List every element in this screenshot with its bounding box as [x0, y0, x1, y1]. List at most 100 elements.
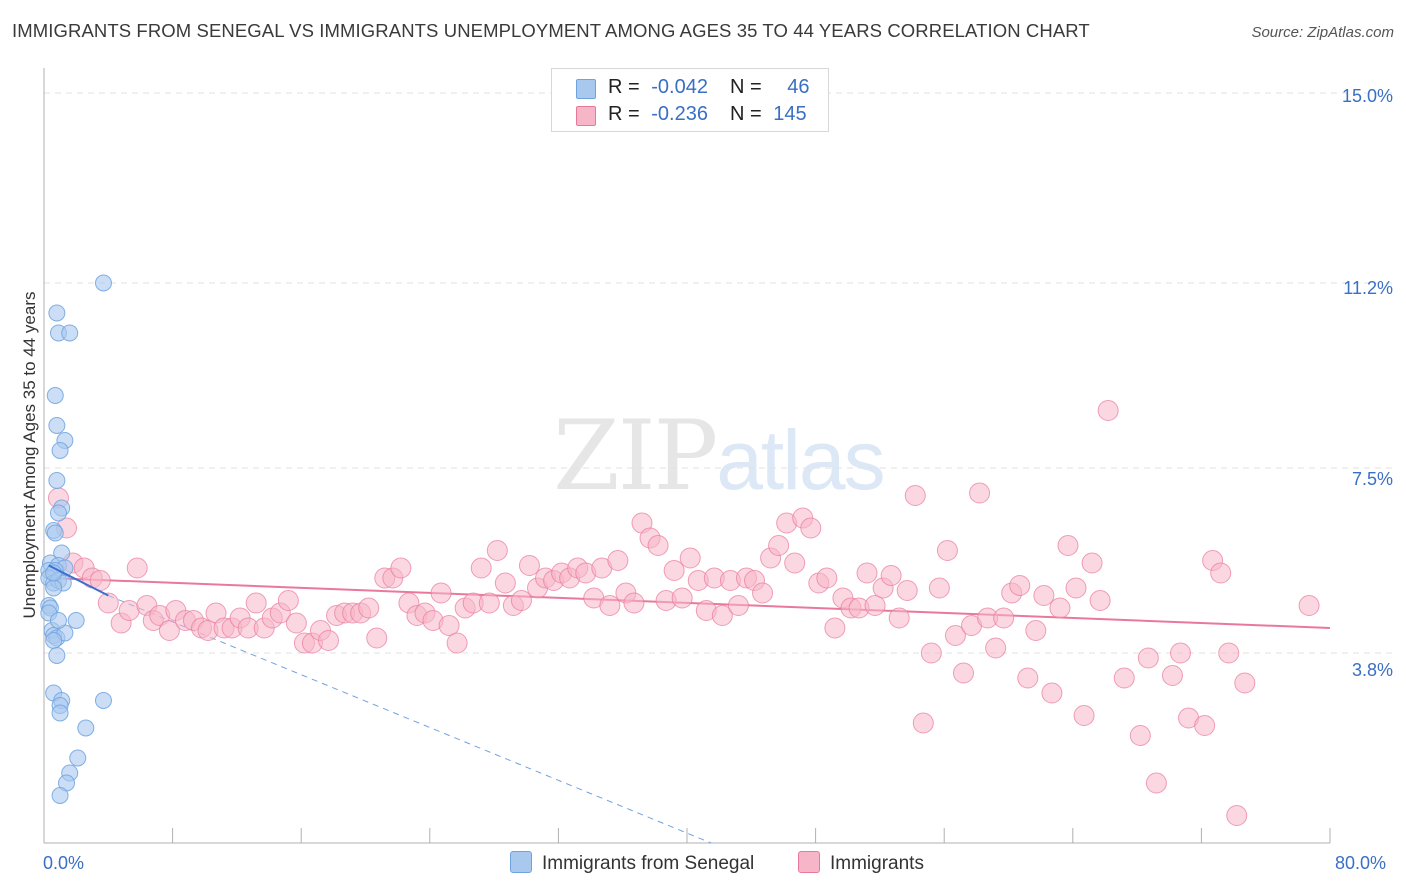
immigrants-point: [880, 565, 902, 586]
immigrants-point: [1234, 672, 1256, 694]
immigrants-point: [671, 587, 693, 609]
senegal-point: [51, 442, 69, 459]
bottom-legend-swatch-senegal: [510, 851, 532, 873]
immigrants-point: [679, 547, 701, 569]
immigrants-point: [1057, 535, 1079, 556]
immigrants-point: [318, 630, 340, 651]
immigrants-point: [1129, 725, 1151, 746]
chart-title: IMMIGRANTS FROM SENEGAL VS IMMIGRANTS UN…: [12, 20, 1090, 41]
immigrants-point: [158, 620, 180, 641]
immigrants-point: [647, 535, 669, 556]
immigrants-point: [663, 560, 685, 581]
senegal-point: [48, 647, 66, 664]
immigrants-point: [1145, 772, 1167, 794]
y-tick-label: 15.0%: [1341, 86, 1393, 106]
correlation-legend: R = -0.042 N = 46 R = -0.236 N = 145: [551, 68, 829, 132]
immigrants-point: [752, 582, 774, 604]
immigrants-point: [896, 580, 918, 601]
immigrants-point: [952, 662, 974, 684]
x-tick-label: 0.0%: [43, 853, 85, 873]
immigrants-point: [1161, 665, 1183, 686]
immigrants-point: [599, 595, 621, 616]
immigrants-point: [1298, 595, 1320, 616]
immigrants-point: [1226, 805, 1248, 826]
immigrants-point: [486, 540, 508, 561]
immigrants-point: [1049, 597, 1071, 619]
senegal-point: [46, 524, 64, 542]
senegal-point: [45, 579, 63, 597]
senegal-point: [77, 719, 95, 737]
immigrants-point: [1073, 705, 1095, 726]
senegal-point: [61, 324, 79, 342]
immigrants-point: [1081, 552, 1103, 574]
immigrants-point: [430, 582, 452, 604]
senegal-point: [49, 612, 67, 629]
senegal-point: [51, 704, 69, 722]
immigrants-point: [824, 617, 846, 639]
bottom-legend-senegal: Immigrants from Senegal: [510, 851, 754, 875]
senegal-point: [51, 787, 69, 804]
immigrants-point: [358, 597, 380, 619]
immigrants-point: [912, 712, 934, 734]
immigrants-point: [1218, 642, 1240, 664]
immigrants-point: [993, 607, 1015, 629]
senegal-point: [67, 612, 85, 629]
immigrants-point: [856, 562, 878, 584]
y-tick-label: 11.2%: [1343, 278, 1393, 298]
immigrants-point: [446, 632, 468, 654]
immigrants-point: [928, 577, 950, 599]
immigrants-points: [47, 400, 1320, 826]
y-tick-label: 3.8%: [1351, 660, 1393, 680]
senegal-point: [48, 472, 66, 489]
legend-r-value: -0.236: [651, 103, 708, 125]
senegal-point: [49, 504, 67, 522]
immigrants-point: [1017, 667, 1039, 689]
bottom-legend-swatch-immigrants: [798, 851, 820, 873]
immigrants-point: [1065, 577, 1087, 599]
legend-n-value: 145: [773, 103, 807, 125]
immigrants-point: [768, 535, 790, 556]
senegal-trend-extension: [108, 595, 712, 844]
immigrants-point: [1097, 400, 1119, 421]
immigrants-point: [1009, 575, 1031, 596]
immigrants-point: [944, 625, 966, 646]
legend-swatch-senegal: [576, 79, 596, 99]
legend-swatch-immigrants: [576, 106, 596, 126]
immigrants-point: [1194, 715, 1216, 736]
immigrants-point: [277, 590, 299, 611]
bottom-legend-immigrants: Immigrants: [798, 851, 924, 875]
y-axis-label: Unemployment Among Ages 35 to 44 years: [20, 291, 39, 619]
immigrants-point: [1170, 642, 1192, 664]
axes: [43, 68, 1331, 844]
senegal-points: [40, 274, 112, 804]
immigrants-point: [518, 555, 540, 576]
immigrants-point: [1041, 682, 1063, 704]
immigrants-point: [1033, 585, 1055, 606]
watermark: ZIPatlas: [553, 400, 886, 512]
x-tick-label: 80.0%: [1335, 853, 1387, 873]
senegal-point: [69, 749, 87, 767]
immigrants-point: [888, 607, 910, 629]
immigrants-point: [623, 592, 645, 614]
immigrants-point: [390, 557, 412, 579]
immigrants-point: [118, 600, 140, 621]
senegal-point: [94, 274, 112, 292]
immigrants-point: [245, 592, 267, 614]
source-label: Source: ZipAtlas.com: [1251, 24, 1394, 41]
senegal-trend-line: [48, 564, 109, 597]
immigrants-point: [438, 615, 460, 636]
immigrants-point: [800, 517, 822, 539]
immigrants-point: [969, 482, 991, 504]
senegal-point: [46, 387, 64, 404]
immigrants-point: [1210, 562, 1232, 584]
immigrants-point: [607, 550, 629, 571]
immigrants-point: [1113, 667, 1135, 689]
senegal-point: [48, 417, 66, 434]
immigrants-point: [936, 540, 958, 561]
immigrants-point: [366, 627, 388, 649]
immigrants-point: [816, 567, 838, 589]
immigrants-point: [727, 595, 749, 616]
immigrants-point: [920, 642, 942, 664]
immigrants-point: [1089, 590, 1111, 611]
